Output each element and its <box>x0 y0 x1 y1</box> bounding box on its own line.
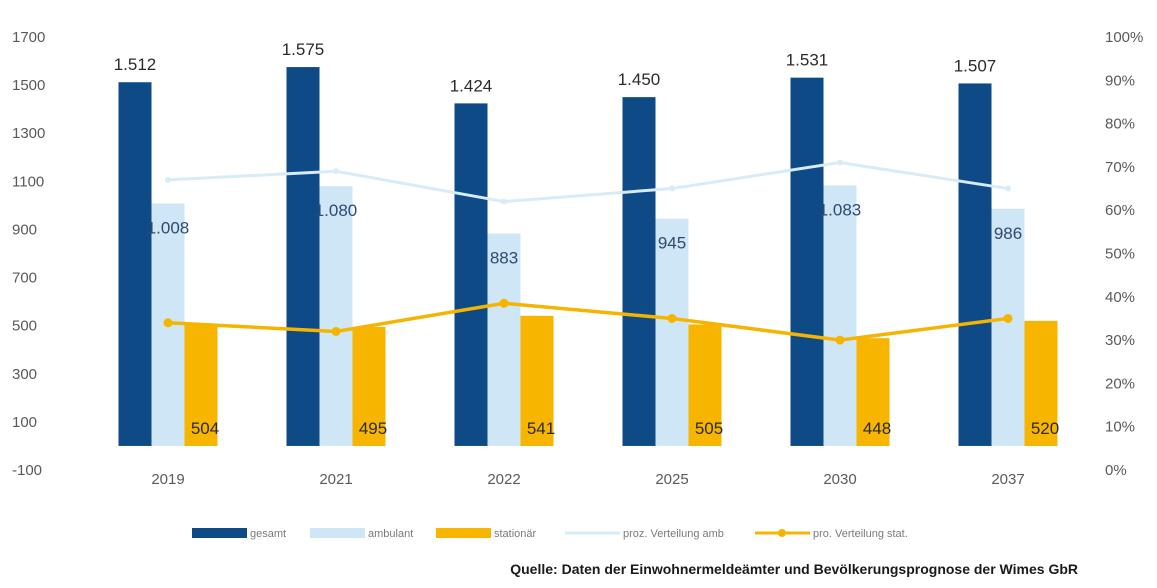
y-right-tick-label: 100% <box>1105 29 1143 46</box>
y-right-tick-label: 70% <box>1105 159 1135 176</box>
data-label: 1.450 <box>618 70 661 89</box>
y-left-tick-label: -100 <box>12 462 42 479</box>
y-left-tick-label: 700 <box>12 270 37 287</box>
data-label: 883 <box>490 249 518 268</box>
y-left-tick-label: 1100 <box>12 173 44 190</box>
y-axis-right: 100% 90% 80% 70% 60% 50% 40% 30% 20% 10% 0% <box>1105 29 1143 479</box>
data-label: 1.507 <box>954 56 997 75</box>
x-tick-label: 2037 <box>991 471 1024 488</box>
data-label: 1.424 <box>450 76 493 95</box>
bar-gesamt <box>118 82 152 446</box>
series-point <box>501 198 507 205</box>
bar-gesamt <box>622 97 656 446</box>
y-left-tick-label: 1300 <box>12 125 45 142</box>
data-labels: 1.512 1.575 1.424 1.450 1.531 1.507 1.008 1.080… <box>114 40 1059 438</box>
bar-ambulant <box>319 186 353 446</box>
source-note: Quelle: Daten der Einwohnermeldeämter un… <box>510 561 1078 577</box>
y-left-tick-label: 300 <box>12 366 37 383</box>
bar-gesamt <box>790 77 824 446</box>
y-right-tick-label: 10% <box>1105 419 1135 436</box>
data-label: 1.531 <box>786 51 829 70</box>
series-point <box>837 159 843 166</box>
y-left-tick-label: 100 <box>12 414 37 431</box>
bar-ambulant <box>487 233 521 446</box>
data-label: 541 <box>527 419 555 438</box>
series-point <box>667 313 677 323</box>
x-tick-label: 2030 <box>823 471 856 488</box>
y-right-tick-label: 40% <box>1105 289 1135 306</box>
legend-label: ambulant <box>368 528 413 540</box>
series-line-stat <box>167 301 1009 342</box>
legend: gesamt ambulant stationär proz. Verteilung … <box>192 528 908 540</box>
bar-stationr <box>352 326 386 446</box>
x-tick-label: 2019 <box>151 471 184 488</box>
y-right-tick-label: 0% <box>1105 462 1127 479</box>
legend-marker <box>778 529 786 537</box>
series-point <box>499 298 509 308</box>
y-left-tick-label: 900 <box>12 221 37 238</box>
data-label: 986 <box>994 224 1022 243</box>
bar-stationr <box>184 324 218 446</box>
data-label: 495 <box>359 419 387 438</box>
legend-label: gesamt <box>250 528 286 540</box>
bar-ambulant <box>823 185 857 446</box>
data-label: 505 <box>695 419 723 438</box>
series-point <box>669 185 675 192</box>
bar-stationr <box>520 315 554 446</box>
bar-gesamt <box>958 83 992 446</box>
y-right-tick-label: 30% <box>1105 332 1135 349</box>
data-label: 504 <box>191 419 219 438</box>
data-label: 1.083 <box>819 200 862 219</box>
bar-stationr <box>856 338 890 446</box>
x-tick-label: 2021 <box>319 471 352 488</box>
bar-ambulant <box>655 218 689 446</box>
series-point <box>165 176 171 183</box>
y-right-tick-label: 80% <box>1105 116 1135 133</box>
y-right-tick-label: 50% <box>1105 246 1135 263</box>
data-label: 1.575 <box>282 40 325 59</box>
series-point <box>1003 313 1013 323</box>
legend-swatch <box>192 528 247 538</box>
bar-gesamt <box>454 103 488 446</box>
data-label: 1.512 <box>114 55 157 74</box>
series-point <box>331 326 341 336</box>
y-left-tick-label: 500 <box>12 318 37 335</box>
series-point <box>333 168 339 175</box>
x-tick-label: 2022 <box>487 471 520 488</box>
y-right-tick-label: 90% <box>1105 72 1135 89</box>
legend-label: pro. Verteilung stat. <box>813 528 908 540</box>
bar-stationr <box>1024 320 1058 446</box>
bar-gesamt <box>286 67 320 446</box>
x-tick-label: 2025 <box>655 471 688 488</box>
legend-swatch <box>436 528 491 538</box>
data-label: 1.080 <box>315 201 358 220</box>
bar-ambulant <box>991 208 1025 446</box>
legend-swatch <box>310 528 365 538</box>
legend-label: stationär <box>494 528 537 540</box>
data-label: 448 <box>863 419 891 438</box>
series-point <box>1005 185 1011 192</box>
y-right-tick-label: 20% <box>1105 375 1135 392</box>
series-point <box>835 335 845 345</box>
data-label: 520 <box>1031 419 1059 438</box>
line-group <box>163 159 1013 345</box>
y-axis-left: 1700 1500 1300 1100 900 700 500 300 100 -100 <box>12 29 45 479</box>
y-left-tick-label: 1500 <box>12 77 45 94</box>
series-line-amb <box>167 161 1009 204</box>
bar-stationr <box>688 324 722 446</box>
data-label: 945 <box>658 234 686 253</box>
series-point <box>163 318 173 328</box>
bar-group <box>118 67 1058 446</box>
x-axis: 2019 2021 2022 2025 2030 2037 <box>151 471 1024 488</box>
y-left-tick-label: 1700 <box>12 29 45 46</box>
y-right-tick-label: 60% <box>1105 202 1135 219</box>
data-label: 1.008 <box>147 218 190 237</box>
legend-label: proz. Verteilung amb <box>623 528 724 540</box>
